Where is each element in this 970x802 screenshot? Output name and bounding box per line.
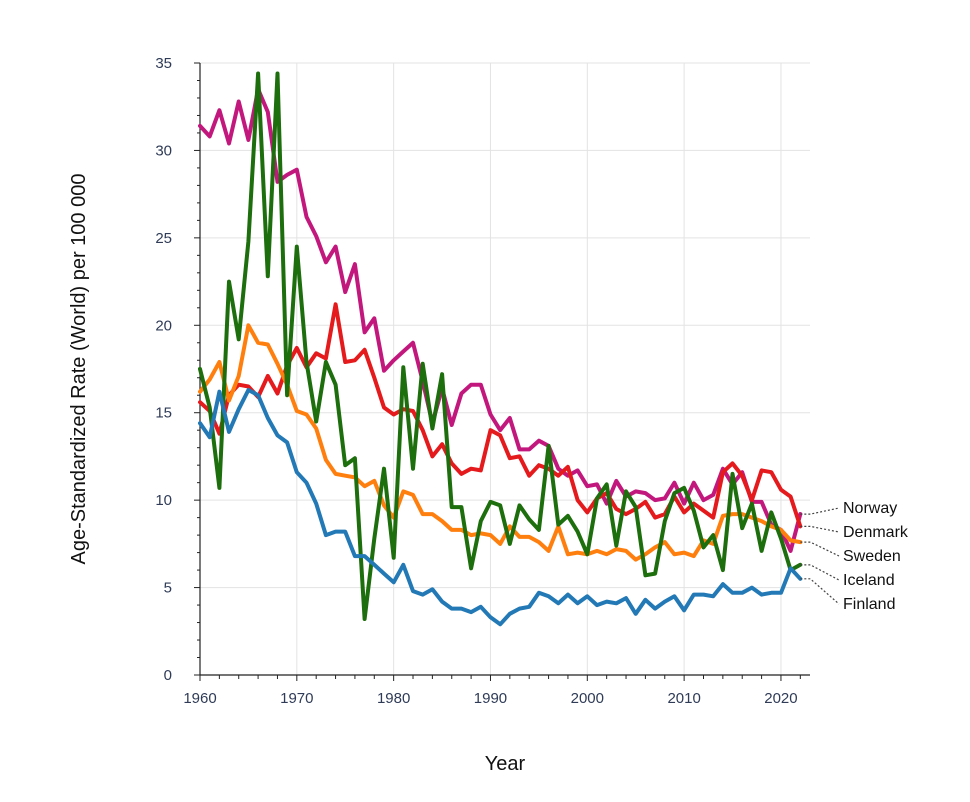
leader-line-norway bbox=[800, 507, 840, 515]
series-line-sweden bbox=[198, 323, 803, 562]
x-tick-label-2000: 2000 bbox=[571, 690, 604, 707]
leader-line-iceland bbox=[800, 564, 840, 581]
leader-line-denmark bbox=[800, 525, 840, 533]
y-tick-label-0: 0 bbox=[164, 667, 172, 684]
leader-line-finland bbox=[800, 578, 840, 605]
x-tick-label-1970: 1970 bbox=[280, 690, 313, 707]
grid-lines bbox=[199, 62, 810, 676]
y-tick-label-25: 25 bbox=[155, 230, 172, 247]
series-line-denmark bbox=[198, 302, 803, 529]
x-axis-title: Year bbox=[485, 753, 526, 775]
y-tick-label-35: 35 bbox=[155, 55, 172, 72]
x-tick-label-2010: 2010 bbox=[667, 690, 700, 707]
y-tick-label-10: 10 bbox=[155, 492, 172, 509]
legend-label-norway: Norway bbox=[843, 500, 897, 517]
leader-line-sweden bbox=[800, 541, 840, 557]
y-tick-label-20: 20 bbox=[155, 317, 172, 334]
series-line-finland bbox=[198, 388, 803, 627]
legend-label-finland: Finland bbox=[843, 596, 895, 613]
legend-label-denmark: Denmark bbox=[843, 524, 909, 541]
series-line-iceland bbox=[198, 71, 803, 621]
legend-label-sweden: Sweden bbox=[843, 548, 901, 565]
tick-labels: 1960 1970 1980 1990 2000 2010 2020 0 5 10 15 20 25 30… bbox=[155, 55, 797, 707]
x-tick-label-1960: 1960 bbox=[183, 690, 216, 707]
series-lines bbox=[198, 71, 803, 627]
y-tick-label-15: 15 bbox=[155, 405, 172, 422]
x-tick-label-1980: 1980 bbox=[377, 690, 410, 707]
y-tick-label-5: 5 bbox=[164, 580, 172, 597]
legend: Norway Denmark Sweden Iceland Finland bbox=[800, 500, 909, 613]
x-tick-label-2020: 2020 bbox=[764, 690, 797, 707]
legend-label-iceland: Iceland bbox=[843, 572, 895, 589]
y-tick-label-30: 30 bbox=[155, 142, 172, 159]
y-axis-title: Age-Standardized Rate (World) per 100 00… bbox=[68, 174, 90, 565]
x-tick-label-1990: 1990 bbox=[474, 690, 507, 707]
series-line-norway bbox=[198, 87, 803, 553]
